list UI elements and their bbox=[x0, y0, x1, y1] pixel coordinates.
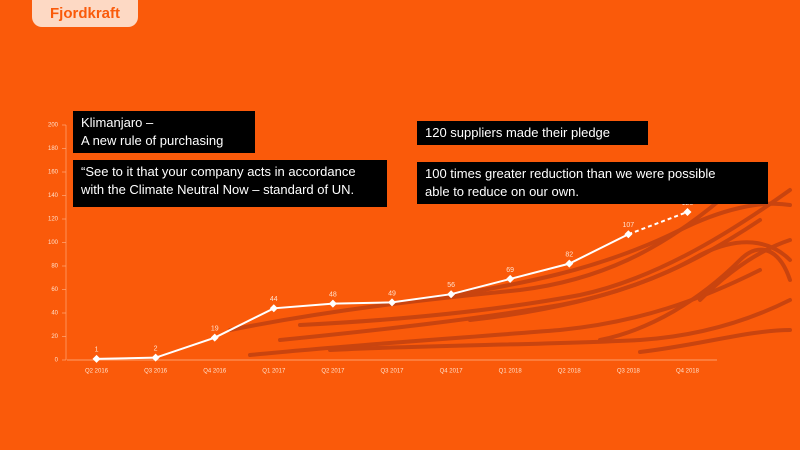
x-tick-label: Q4 2016 bbox=[203, 369, 227, 375]
y-tick-label: 60 bbox=[51, 287, 58, 293]
annotation-line: 120 suppliers made their pledge bbox=[425, 125, 611, 140]
point bbox=[683, 207, 692, 216]
x-tick-label: Q2 2018 bbox=[558, 369, 582, 375]
annotation-box: 100 times greater reduction than we were… bbox=[417, 162, 768, 204]
point bbox=[388, 298, 396, 307]
y-tick-label: 80 bbox=[51, 264, 58, 270]
y-tick-label: 200 bbox=[48, 123, 59, 129]
point bbox=[269, 304, 278, 313]
data-label: 44 bbox=[270, 296, 278, 303]
annotation-line: Klimanjaro – bbox=[81, 115, 154, 130]
x-tick-label: Q2 2016 bbox=[85, 369, 109, 375]
logo: Fjordkraft bbox=[32, 0, 138, 27]
point bbox=[151, 353, 160, 362]
data-label: 82 bbox=[565, 251, 573, 258]
x-tick-label: Q3 2016 bbox=[144, 369, 168, 375]
data-label: 1 bbox=[95, 347, 99, 354]
y-tick-label: 100 bbox=[48, 240, 59, 246]
data-label: 48 bbox=[329, 291, 337, 298]
x-tick-label: Q3 2018 bbox=[617, 369, 641, 375]
decoration bbox=[228, 188, 792, 357]
data-label: 49 bbox=[388, 290, 396, 297]
y-tick-label: 140 bbox=[48, 193, 59, 199]
x-tick-label: Q3 2017 bbox=[380, 369, 404, 375]
y-tick-label: 180 bbox=[48, 146, 59, 152]
point bbox=[210, 333, 219, 342]
y-tick-label: 120 bbox=[48, 217, 59, 223]
data-label: 69 bbox=[506, 267, 514, 274]
x-tick-label: Q1 2017 bbox=[262, 369, 286, 375]
line bbox=[96, 233, 629, 360]
point bbox=[328, 299, 337, 308]
annotation-line: 100 times greater reduction than we were… bbox=[425, 166, 716, 181]
y-tick-label: 20 bbox=[51, 334, 58, 340]
point bbox=[506, 274, 515, 283]
annotation-line: with the Climate Neutral Now – standard … bbox=[81, 182, 355, 197]
point bbox=[447, 290, 456, 299]
y-tick-label: 160 bbox=[48, 170, 59, 176]
annotation-box: 120 suppliers made their pledge bbox=[417, 121, 648, 145]
data-label: 56 bbox=[447, 282, 455, 289]
point bbox=[92, 354, 101, 363]
x-tick-label: Q4 2018 bbox=[676, 369, 700, 375]
annotation-line: “See to it that your company acts in acc… bbox=[81, 164, 356, 179]
annotation-line: able to reduce on our own. bbox=[425, 184, 579, 199]
annotation-box: “See to it that your company acts in acc… bbox=[73, 160, 387, 207]
x-tick-label: Q4 2017 bbox=[440, 369, 464, 375]
data-label: 19 bbox=[211, 326, 219, 333]
x-tick-label: Q2 2017 bbox=[321, 369, 345, 375]
data-label: 2 bbox=[154, 345, 158, 352]
point bbox=[565, 259, 574, 268]
annotation-box: Klimanjaro – A new rule of purchasing bbox=[73, 111, 255, 153]
y-tick-label: 0 bbox=[55, 358, 59, 364]
line-dashed bbox=[628, 211, 688, 236]
annotation-line: A new rule of purchasing bbox=[81, 133, 224, 148]
y-tick-label: 40 bbox=[51, 311, 58, 317]
x-tick-label: Q1 2018 bbox=[499, 369, 523, 375]
data-label: 107 bbox=[623, 222, 635, 229]
point bbox=[624, 230, 633, 239]
